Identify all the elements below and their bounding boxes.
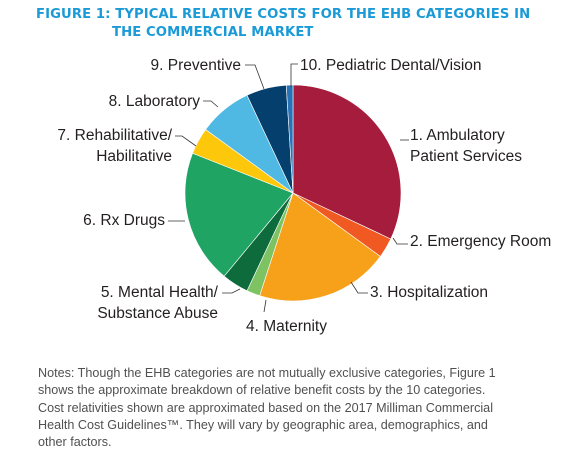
notes: Notes: Though the EHB categories are not… — [38, 365, 578, 451]
pie-slice-1 — [292, 84, 402, 240]
figure-title: FIGURE 1: TYPICAL RELATIVE COSTS FOR THE… — [36, 6, 576, 42]
slice-label-3: 3. Hospitalization — [370, 284, 488, 301]
notes-line-4: Health Cost Guidelines™. They will vary … — [38, 417, 488, 432]
slice-label-5: 5. Mental Health/Substance Abuse — [97, 284, 218, 322]
pie-slice-10 — [285, 84, 294, 194]
figure-title-line-1: FIGURE 1: TYPICAL RELATIVE COSTS FOR THE… — [36, 7, 531, 22]
slice-label-7: 7. Rehabilitative/Habilitative — [57, 127, 172, 165]
notes-line-3: Cost relativities shown are approximated… — [38, 400, 493, 415]
slice-label-10: 10. Pediatric Dental/Vision — [300, 57, 482, 74]
notes-line-5: other factors. — [38, 435, 112, 450]
pie-slice-6 — [184, 152, 294, 277]
leader-line-8 — [203, 100, 219, 108]
leader-line-3 — [350, 281, 368, 294]
leader-line-9 — [245, 64, 265, 90]
slice-label-1: 1. Ambulatory Patient Services — [410, 127, 522, 165]
slice-label-8: 8. Laboratory — [109, 93, 201, 110]
leader-line-10 — [290, 63, 298, 87]
pie-slice-3 — [259, 192, 381, 302]
leader-line-4 — [263, 299, 267, 313]
leader-line-2 — [392, 237, 408, 245]
slice-label-2: 2. Emergency Room — [410, 233, 551, 250]
leader-line-5 — [222, 288, 241, 294]
slice-label-4: 4. Maternity — [246, 318, 327, 335]
notes-line-1: Notes: Though the EHB categories are not… — [38, 366, 496, 380]
slice-label-6: 6. Rx Drugs — [83, 212, 165, 229]
figure-title-line-2: THE COMMERCIAL MARKET — [112, 25, 314, 40]
slice-label-9: 9. Preventive — [151, 57, 241, 74]
leader-line-7 — [175, 135, 197, 147]
notes-line-2: shows the approximate breakdown of relat… — [38, 383, 486, 398]
